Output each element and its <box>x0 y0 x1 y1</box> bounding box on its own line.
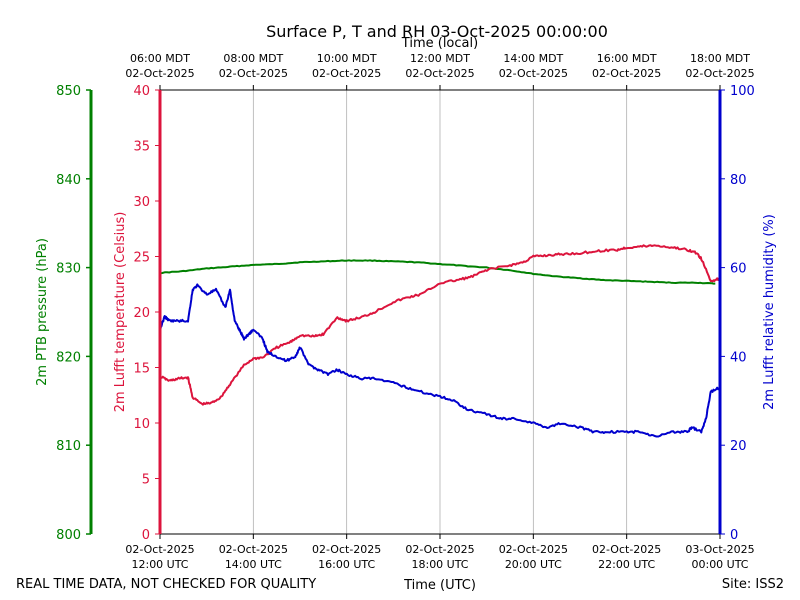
pressure-tick-label: 800 <box>56 528 81 543</box>
pressure-axis-label: 2m PTB pressure (hPa) <box>35 238 50 386</box>
series-layer <box>159 244 721 438</box>
x-tick-label-local-time: 14:00 MDT <box>503 52 563 65</box>
x-tick-label-utc-time: 00:00 UTC <box>691 558 748 571</box>
x-tick-label-local-date: 02-Oct-2025 <box>219 67 288 80</box>
temperature-tick-label: 30 <box>133 195 150 210</box>
x-tick-label-utc-time: 20:00 UTC <box>505 558 562 571</box>
chart-title: Surface P, T and RH 03-Oct-2025 00:00:00 <box>266 22 608 41</box>
x-tick-label-local-time: 06:00 MDT <box>130 52 190 65</box>
x-tick-label-utc-date: 02-Oct-2025 <box>499 543 568 556</box>
temperature-tick-label: 5 <box>142 473 150 488</box>
x-tick-label-local-time: 18:00 MDT <box>690 52 750 65</box>
axes: 02-Oct-2025 12:00 UTC 06:00 MDT 02-Oct-2025… <box>56 52 755 571</box>
x-tick-label-local-time: 08:00 MDT <box>223 52 283 65</box>
x-tick-label-utc-date: 02-Oct-2025 <box>219 543 288 556</box>
temperature-tick-label: 25 <box>133 251 150 266</box>
pressure-tick-label: 820 <box>56 350 81 365</box>
temperature-tick-label: 35 <box>133 140 150 155</box>
pressure-tick-label: 810 <box>56 439 81 454</box>
humidity-tick-label: 80 <box>730 173 747 188</box>
x-tick-label-local-date: 02-Oct-2025 <box>592 67 661 80</box>
x-tick-label-utc-time: 18:00 UTC <box>411 558 468 571</box>
quality-notice: REAL TIME DATA, NOT CHECKED FOR QUALITY <box>16 577 316 592</box>
x-tick-label-local-time: 10:00 MDT <box>317 52 377 65</box>
x-tick-label-utc-date: 03-Oct-2025 <box>685 543 754 556</box>
top-axis-label: Time (local) <box>401 36 478 51</box>
x-tick-label-local-time: 16:00 MDT <box>597 52 657 65</box>
series-line-pressure <box>159 259 716 285</box>
humidity-tick-label: 40 <box>730 350 747 365</box>
x-tick-label-utc-time: 22:00 UTC <box>598 558 655 571</box>
x-tick-label-local-date: 02-Oct-2025 <box>499 67 568 80</box>
pressure-tick-label: 840 <box>56 173 81 188</box>
humidity-tick-label: 60 <box>730 262 747 277</box>
pressure-tick-label: 830 <box>56 262 81 277</box>
x-tick-label-utc-date: 02-Oct-2025 <box>592 543 661 556</box>
x-tick-label-local-time: 12:00 MDT <box>410 52 470 65</box>
x-tick-label-local-date: 02-Oct-2025 <box>312 67 381 80</box>
series-line-temperature <box>159 244 721 406</box>
humidity-axis-label: 2m Lufft relative humidity (%) <box>762 214 777 410</box>
grid-lines <box>252 90 628 534</box>
x-tick-label-utc-time: 12:00 UTC <box>131 558 188 571</box>
temperature-tick-label: 40 <box>133 84 150 99</box>
temperature-tick-label: 20 <box>133 306 150 321</box>
x-tick-label-utc-date: 02-Oct-2025 <box>405 543 474 556</box>
x-tick-label-utc-date: 02-Oct-2025 <box>312 543 381 556</box>
humidity-tick-label: 100 <box>730 84 755 99</box>
site-label: Site: ISS2 <box>722 577 784 592</box>
temperature-tick-label: 10 <box>133 417 150 432</box>
temperature-tick-label: 0 <box>142 528 150 543</box>
humidity-tick-label: 20 <box>730 439 747 454</box>
humidity-tick-label: 0 <box>730 528 738 543</box>
temperature-tick-label: 15 <box>133 362 150 377</box>
x-tick-label-utc-time: 14:00 UTC <box>225 558 282 571</box>
x-tick-label-local-date: 02-Oct-2025 <box>125 67 194 80</box>
pressure-tick-label: 850 <box>56 84 81 99</box>
bottom-axis-label: Time (UTC) <box>403 578 476 593</box>
x-tick-label-utc-time: 16:00 UTC <box>318 558 375 571</box>
series-line-humidity <box>159 283 721 438</box>
x-tick-label-utc-date: 02-Oct-2025 <box>125 543 194 556</box>
x-tick-label-local-date: 02-Oct-2025 <box>405 67 474 80</box>
x-tick-label-local-date: 02-Oct-2025 <box>685 67 754 80</box>
temperature-axis-label: 2m Lufft temperature (Celsius) <box>113 212 128 413</box>
